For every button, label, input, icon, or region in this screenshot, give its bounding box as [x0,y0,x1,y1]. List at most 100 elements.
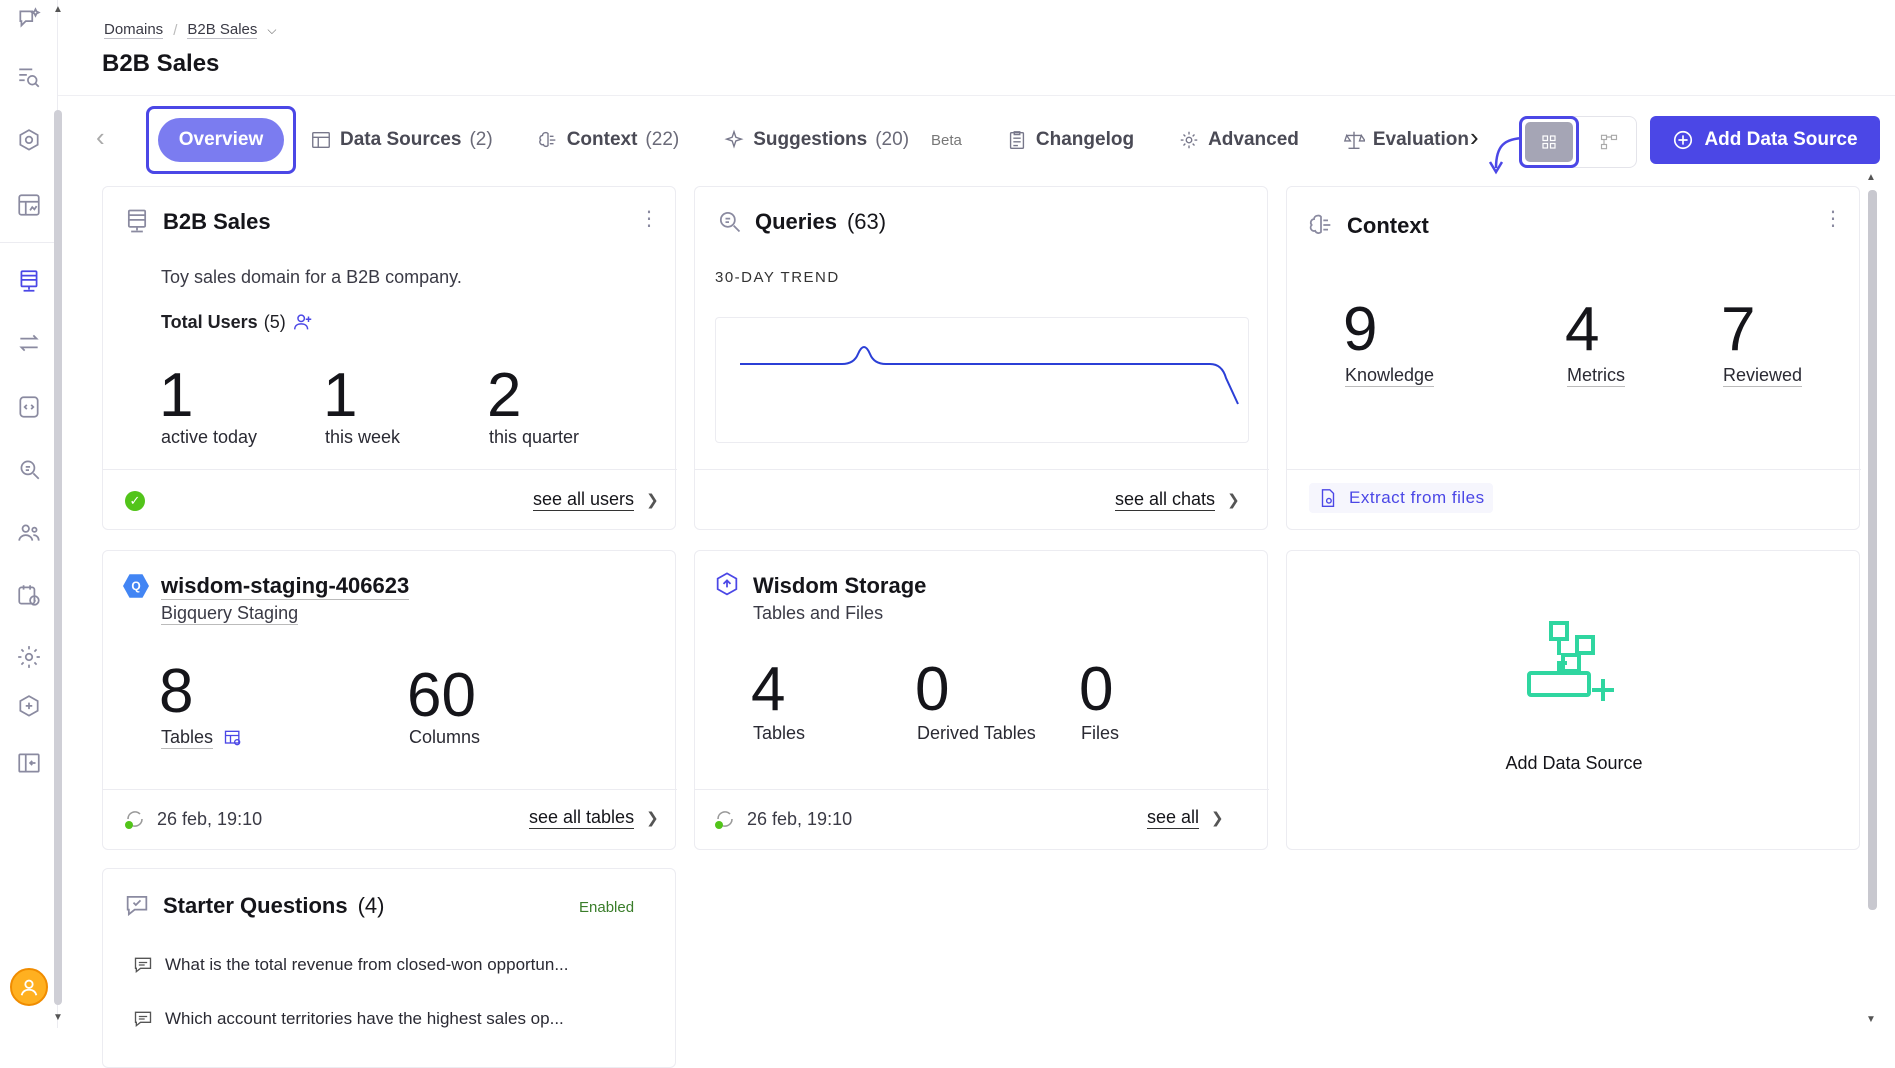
page-title: B2B Sales [102,50,220,77]
sparkle-icon [724,129,744,149]
chat-sparkle-icon[interactable] [14,4,44,34]
success-check-icon: ✓ [125,491,145,511]
storage-card-title: Wisdom Storage [753,573,927,598]
tab-evaluation[interactable]: Evaluation [1343,129,1469,151]
see-all-storage-link[interactable]: see all ❯ [1147,807,1224,829]
see-all-tables-link[interactable]: see all tables ❯ [529,807,659,829]
tabs-scroll-right-icon[interactable]: › [1470,122,1479,152]
trend-line [740,346,1239,405]
tab-changelog[interactable]: Changelog [1006,129,1134,151]
starter-status-badge: Enabled [579,899,635,916]
sidebar-scroll-up[interactable]: ▲ [53,4,63,15]
add-data-source-card[interactable]: Add Data Source [1286,550,1860,850]
bigquery-source-card[interactable]: Q wisdom-staging-406623 Bigquery Staging… [102,550,677,850]
grid-view-button[interactable] [1519,116,1579,168]
stat-knowledge-label[interactable]: Knowledge [1345,365,1435,387]
add-data-source-card-label[interactable]: Add Data Source [1505,753,1643,773]
queries-card-title: Queries (63) [755,209,887,234]
starter-questions-card: Starter Questions (4) Enabled What is the… [102,868,676,1068]
gear-icon [1180,131,1198,149]
table-search-icon [224,730,241,746]
trend-chart [715,317,1249,443]
main-content: Domains / B2B Sales ⌵ B2B Sales ‹ Overvi… [58,0,1895,1068]
stat-derived-tables-value: 0 [915,655,950,724]
code-file-icon[interactable] [14,392,44,422]
search-query-icon[interactable] [14,454,44,484]
tab-overview[interactable]: Overview [158,118,284,162]
bigquery-card-title[interactable]: wisdom-staging-406623 [161,573,410,600]
grid-icon [1542,135,1556,149]
tabs-scroll-left-icon[interactable]: ‹ [96,122,105,152]
see-all-chats-link[interactable]: see all chats ❯ [1115,489,1240,511]
storage-hexagon-icon [713,571,741,604]
add-datasource-illustration-icon [1523,615,1623,715]
storage-card-subtitle: Tables and Files [753,603,884,623]
content-scroll-up[interactable]: ▲ [1866,172,1876,183]
stat-this-quarter-value: 2 [487,361,522,430]
breadcrumb-current[interactable]: B2B Sales [187,21,258,39]
users-icon[interactable] [14,518,44,548]
domains-icon[interactable] [14,266,44,296]
sidebar-scroll-down[interactable]: ▼ [53,1012,63,1023]
starter-question-item[interactable]: Which account territories have the highe… [133,1009,564,1029]
domain-icon [123,207,151,240]
domain-card-title: B2B Sales [163,209,271,234]
search-query-icon [715,207,743,240]
bigquery-sync-timestamp: 26 feb, 19:10 [123,807,262,831]
user-avatar[interactable] [10,968,48,1006]
tab-context[interactable]: Context (22) [537,129,679,151]
total-users: Total Users (5) [161,311,314,333]
tab-suggestions[interactable]: Suggestions (20) Beta [723,129,962,151]
stat-this-quarter-label: this quarter [489,427,580,447]
chevron-down-icon[interactable]: ⌵ [267,22,277,37]
stat-metrics-label[interactable]: Metrics [1567,365,1625,387]
stat-files-label: Files [1081,723,1120,743]
context-card: Context ⋮ 9 Knowledge 4 Metrics 7 Review… [1286,186,1861,530]
brain-icon [538,131,556,148]
add-user-icon[interactable] [292,311,314,333]
sidebar-scrollbar[interactable] [54,110,62,1005]
add-data-source-button[interactable]: Add Data Source [1650,116,1880,164]
starter-question-item[interactable]: What is the total revenue from closed-wo… [133,955,568,975]
stat-active-today-value: 1 [159,361,194,430]
trend-label: 30-DAY TREND [715,269,840,286]
swap-arrows-icon[interactable] [14,328,44,358]
collapse-sidebar-icon[interactable] [14,748,44,778]
chat-check-icon [123,891,151,924]
tree-view-button[interactable] [1584,122,1634,162]
message-icon [134,957,152,974]
tab-data-sources[interactable]: Data Sources (2) [310,129,493,151]
gear-icon[interactable] [14,642,44,672]
stat-this-week-value: 1 [323,361,358,430]
breadcrumb-domains[interactable]: Domains [104,21,164,39]
bigquery-card-subtitle[interactable]: Bigquery Staging [161,603,299,625]
stat-tables-label[interactable]: Tables [161,727,243,749]
stat-reviewed-label[interactable]: Reviewed [1723,365,1803,387]
integration-icon[interactable] [14,692,44,722]
see-all-users-link[interactable]: see all users ❯ [533,489,659,511]
domain-card-menu-icon[interactable]: ⋮ [639,208,659,230]
message-icon [134,1011,152,1028]
calendar-clock-icon[interactable] [14,580,44,610]
content-scroll-down[interactable]: ▼ [1866,1014,1876,1025]
brain-icon [1307,211,1335,244]
stat-storage-tables-value: 4 [751,655,786,724]
table-icon [312,131,330,149]
wisdom-storage-card[interactable]: Wisdom Storage Tables and Files 4 Tables… [694,550,1269,850]
sync-status-icon [715,811,733,829]
tree-icon [1600,134,1618,150]
scale-icon [1343,131,1365,149]
stat-knowledge-value: 9 [1343,295,1378,364]
storage-sync-timestamp: 26 feb, 19:10 [713,807,852,831]
content-scrollbar[interactable] [1868,190,1877,910]
hexagon-node-icon[interactable] [14,126,44,156]
dashboard-icon[interactable] [14,190,44,220]
tab-advanced[interactable]: Advanced [1178,129,1299,151]
clipboard-icon [1009,131,1024,149]
left-sidebar: ▲ ▼ [0,0,63,1028]
stat-files-value: 0 [1079,655,1114,724]
plus-circle-icon [1674,130,1693,150]
extract-from-files-button[interactable]: Extract from files [1309,483,1493,513]
search-list-icon[interactable] [14,62,44,92]
context-card-menu-icon[interactable]: ⋮ [1823,208,1843,230]
